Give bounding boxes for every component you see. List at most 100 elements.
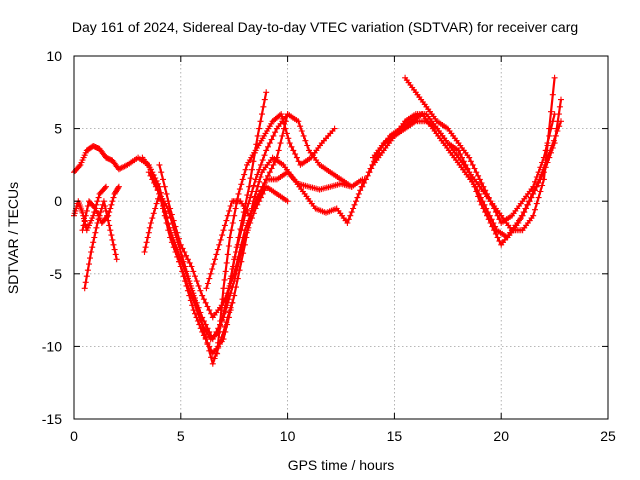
series-line [361, 99, 563, 246]
data-point [216, 328, 223, 335]
data-point [184, 256, 191, 263]
y-tick-label: -15 [42, 411, 62, 427]
data-point [354, 194, 361, 201]
data-point [195, 282, 202, 289]
data-point [115, 183, 122, 190]
data-point [256, 178, 263, 185]
data-point [219, 232, 226, 239]
data-point [81, 218, 88, 225]
x-axis-label: GPS time / hours [288, 457, 395, 473]
data-point [141, 249, 148, 255]
data-point [345, 216, 352, 223]
data-point [492, 223, 499, 230]
data-point [259, 111, 265, 118]
data-point [530, 212, 537, 219]
y-tick-label: -10 [42, 338, 62, 354]
data-point [165, 198, 172, 205]
data-point [107, 205, 114, 212]
data-point [167, 227, 174, 234]
data-point [494, 234, 501, 241]
data-point [202, 299, 209, 306]
data-point [234, 241, 241, 248]
data-point [225, 285, 232, 292]
data-point [176, 235, 182, 242]
data-point [242, 166, 249, 173]
data-point [544, 142, 551, 149]
data-point [207, 270, 214, 277]
data-point [194, 318, 201, 324]
data-point [295, 158, 302, 165]
data-point [531, 187, 538, 194]
data-point [179, 245, 186, 252]
data-point [467, 158, 474, 165]
data-point [147, 220, 154, 226]
series-trace-12 [359, 96, 564, 248]
data-point [257, 118, 264, 125]
data-point [261, 152, 268, 159]
data-point [551, 74, 558, 81]
data-point [216, 241, 223, 248]
data-point [263, 176, 270, 183]
y-tick-label: 5 [54, 121, 62, 137]
data-point [204, 325, 211, 332]
data-point [76, 163, 83, 170]
data-point [260, 183, 267, 190]
data-point [496, 238, 503, 245]
data-point [199, 314, 206, 321]
data-point [168, 232, 175, 239]
data-point [222, 304, 229, 311]
series-line [147, 171, 289, 341]
data-point [192, 273, 198, 280]
data-point [471, 165, 478, 172]
data-point [486, 212, 493, 219]
data-point [161, 183, 168, 190]
data-point [156, 190, 163, 197]
data-point [485, 209, 491, 216]
data-point [546, 125, 553, 132]
data-point [219, 296, 226, 303]
chart-title: Day 161 of 2024, Sidereal Day-to-day VTE… [72, 19, 578, 35]
data-point [149, 215, 156, 222]
data-point [229, 220, 236, 226]
data-point [221, 222, 228, 229]
data-point [123, 162, 129, 169]
data-point [481, 201, 488, 208]
data-point [177, 256, 184, 263]
data-point [170, 236, 177, 243]
data-point [249, 188, 255, 195]
data-point [184, 275, 191, 282]
data-point [223, 259, 230, 266]
data-point [190, 307, 197, 314]
data-point [144, 234, 151, 241]
data-point [192, 310, 198, 317]
data-point [211, 332, 218, 339]
data-point [257, 190, 264, 197]
data-point [110, 241, 117, 248]
data-point [556, 103, 563, 110]
data-point [210, 261, 217, 268]
data-point [179, 261, 186, 268]
x-tick-label: 10 [280, 428, 296, 444]
data-point [109, 198, 116, 205]
data-point [284, 198, 291, 205]
data-point [103, 183, 109, 190]
data-point [113, 256, 120, 263]
data-point [109, 236, 116, 243]
data-point [98, 205, 105, 212]
data-point [256, 125, 263, 132]
data-point [229, 299, 236, 306]
data-point [350, 205, 357, 212]
data-point [163, 215, 170, 222]
data-point [265, 172, 271, 179]
data-point [220, 285, 227, 292]
data-point [174, 246, 181, 253]
data-point [250, 182, 257, 189]
data-point [488, 216, 495, 223]
data-point [473, 169, 480, 176]
data-point [224, 212, 231, 219]
data-point [197, 325, 204, 332]
data-point [263, 89, 270, 96]
data-point [112, 251, 119, 258]
data-point [149, 176, 156, 183]
data-point [88, 249, 95, 255]
